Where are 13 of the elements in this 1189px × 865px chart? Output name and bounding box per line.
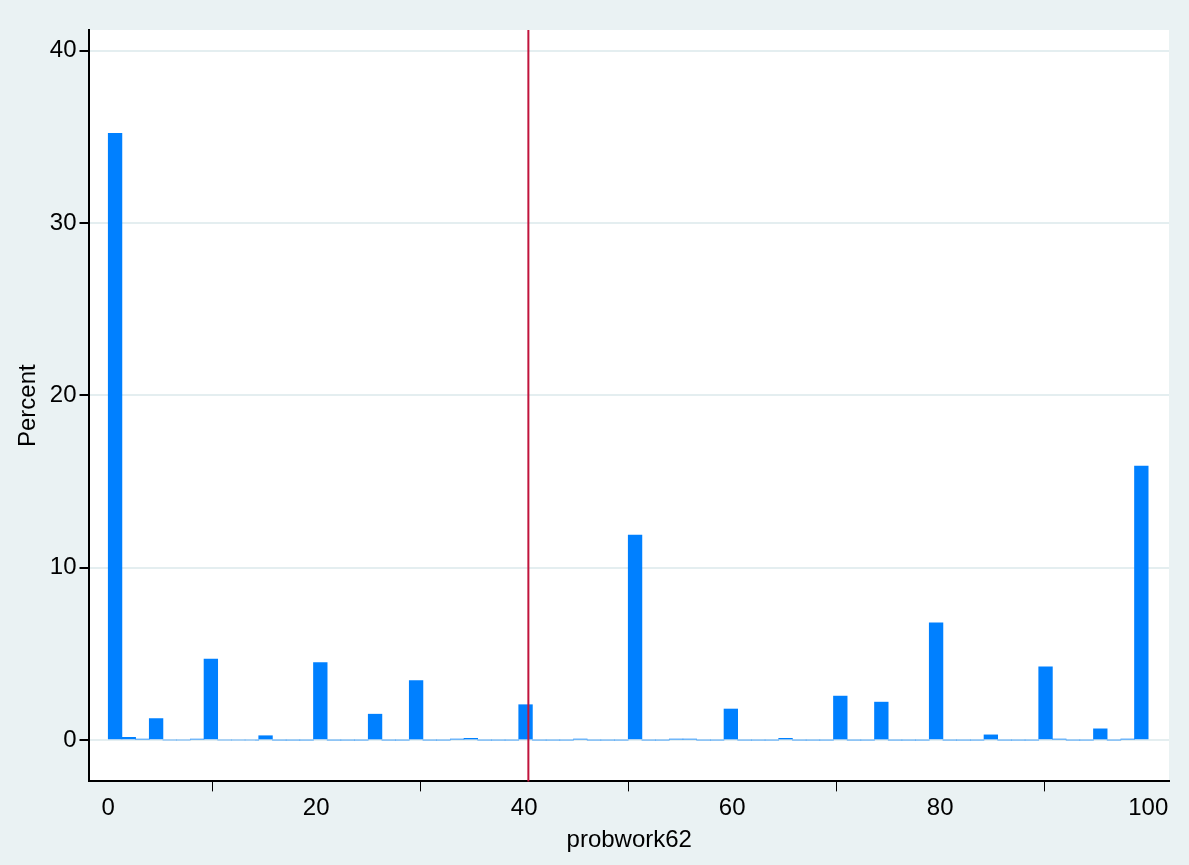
y-axis-title: Percent bbox=[13, 364, 41, 448]
x-tick-label: 20 bbox=[302, 793, 330, 821]
y-tick-label: 10 bbox=[49, 552, 77, 580]
y-tick-label: 40 bbox=[49, 35, 77, 63]
x-axis-title: probwork62 bbox=[566, 825, 692, 853]
x-tick-label: 80 bbox=[926, 793, 954, 821]
y-tick-label: 20 bbox=[49, 379, 77, 407]
x-tick-label: 40 bbox=[510, 793, 538, 821]
x-tick-label: 60 bbox=[718, 793, 746, 821]
y-tick-label: 0 bbox=[63, 724, 77, 752]
x-tick-label: 100 bbox=[1128, 793, 1169, 821]
y-tick-label: 30 bbox=[49, 207, 77, 235]
x-tick-label: 0 bbox=[101, 793, 115, 821]
